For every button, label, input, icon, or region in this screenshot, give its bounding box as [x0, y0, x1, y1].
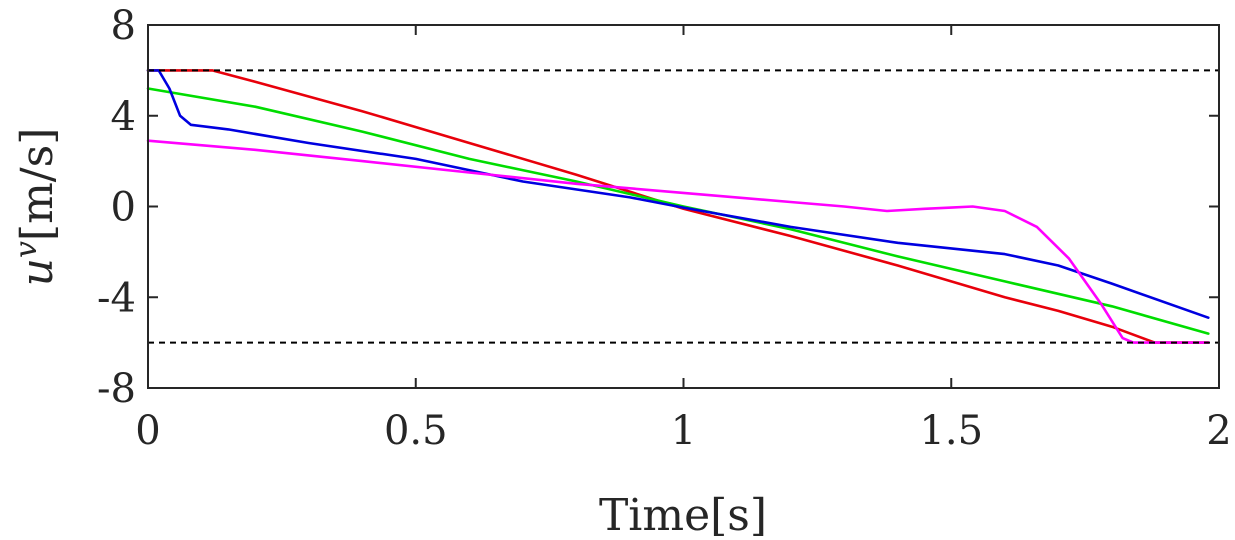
x-tick-label: 0.5: [384, 408, 448, 454]
series-line-3: [146, 69, 1210, 319]
y-axis-label-superscript: v: [9, 241, 44, 258]
y-axis-label-base: u: [12, 258, 63, 286]
series-line-1: [146, 69, 1210, 344]
x-tick-label: 1.5: [919, 408, 983, 454]
y-tick-label: -8: [97, 366, 136, 412]
x-tick-label: 1: [671, 408, 696, 454]
series-line-2: [146, 87, 1210, 335]
series-line-4: [146, 139, 1210, 344]
x-tick-labels: 0 0.5 1 1.5 2: [135, 408, 1231, 454]
y-tick-label: 8: [111, 3, 136, 49]
y-axis-label-units: [m/s]: [12, 128, 63, 241]
x-axis-label: Time[s]: [599, 490, 767, 540]
y-tick-label: -4: [97, 275, 136, 321]
ticks: [147, 24, 1220, 389]
y-tick-label: 0: [111, 185, 136, 231]
series-layer: [146, 69, 1210, 344]
y-axis-label: uv[m/s]: [9, 128, 63, 287]
x-tick-label: 0: [135, 408, 160, 454]
y-tick-label: 4: [111, 94, 136, 140]
x-tick-label: 2: [1206, 408, 1231, 454]
y-tick-labels: -8 -4 0 4 8: [97, 3, 136, 412]
svg-text:uv[m/s]: uv[m/s]: [9, 128, 63, 287]
reference-lines: [148, 69, 1219, 344]
